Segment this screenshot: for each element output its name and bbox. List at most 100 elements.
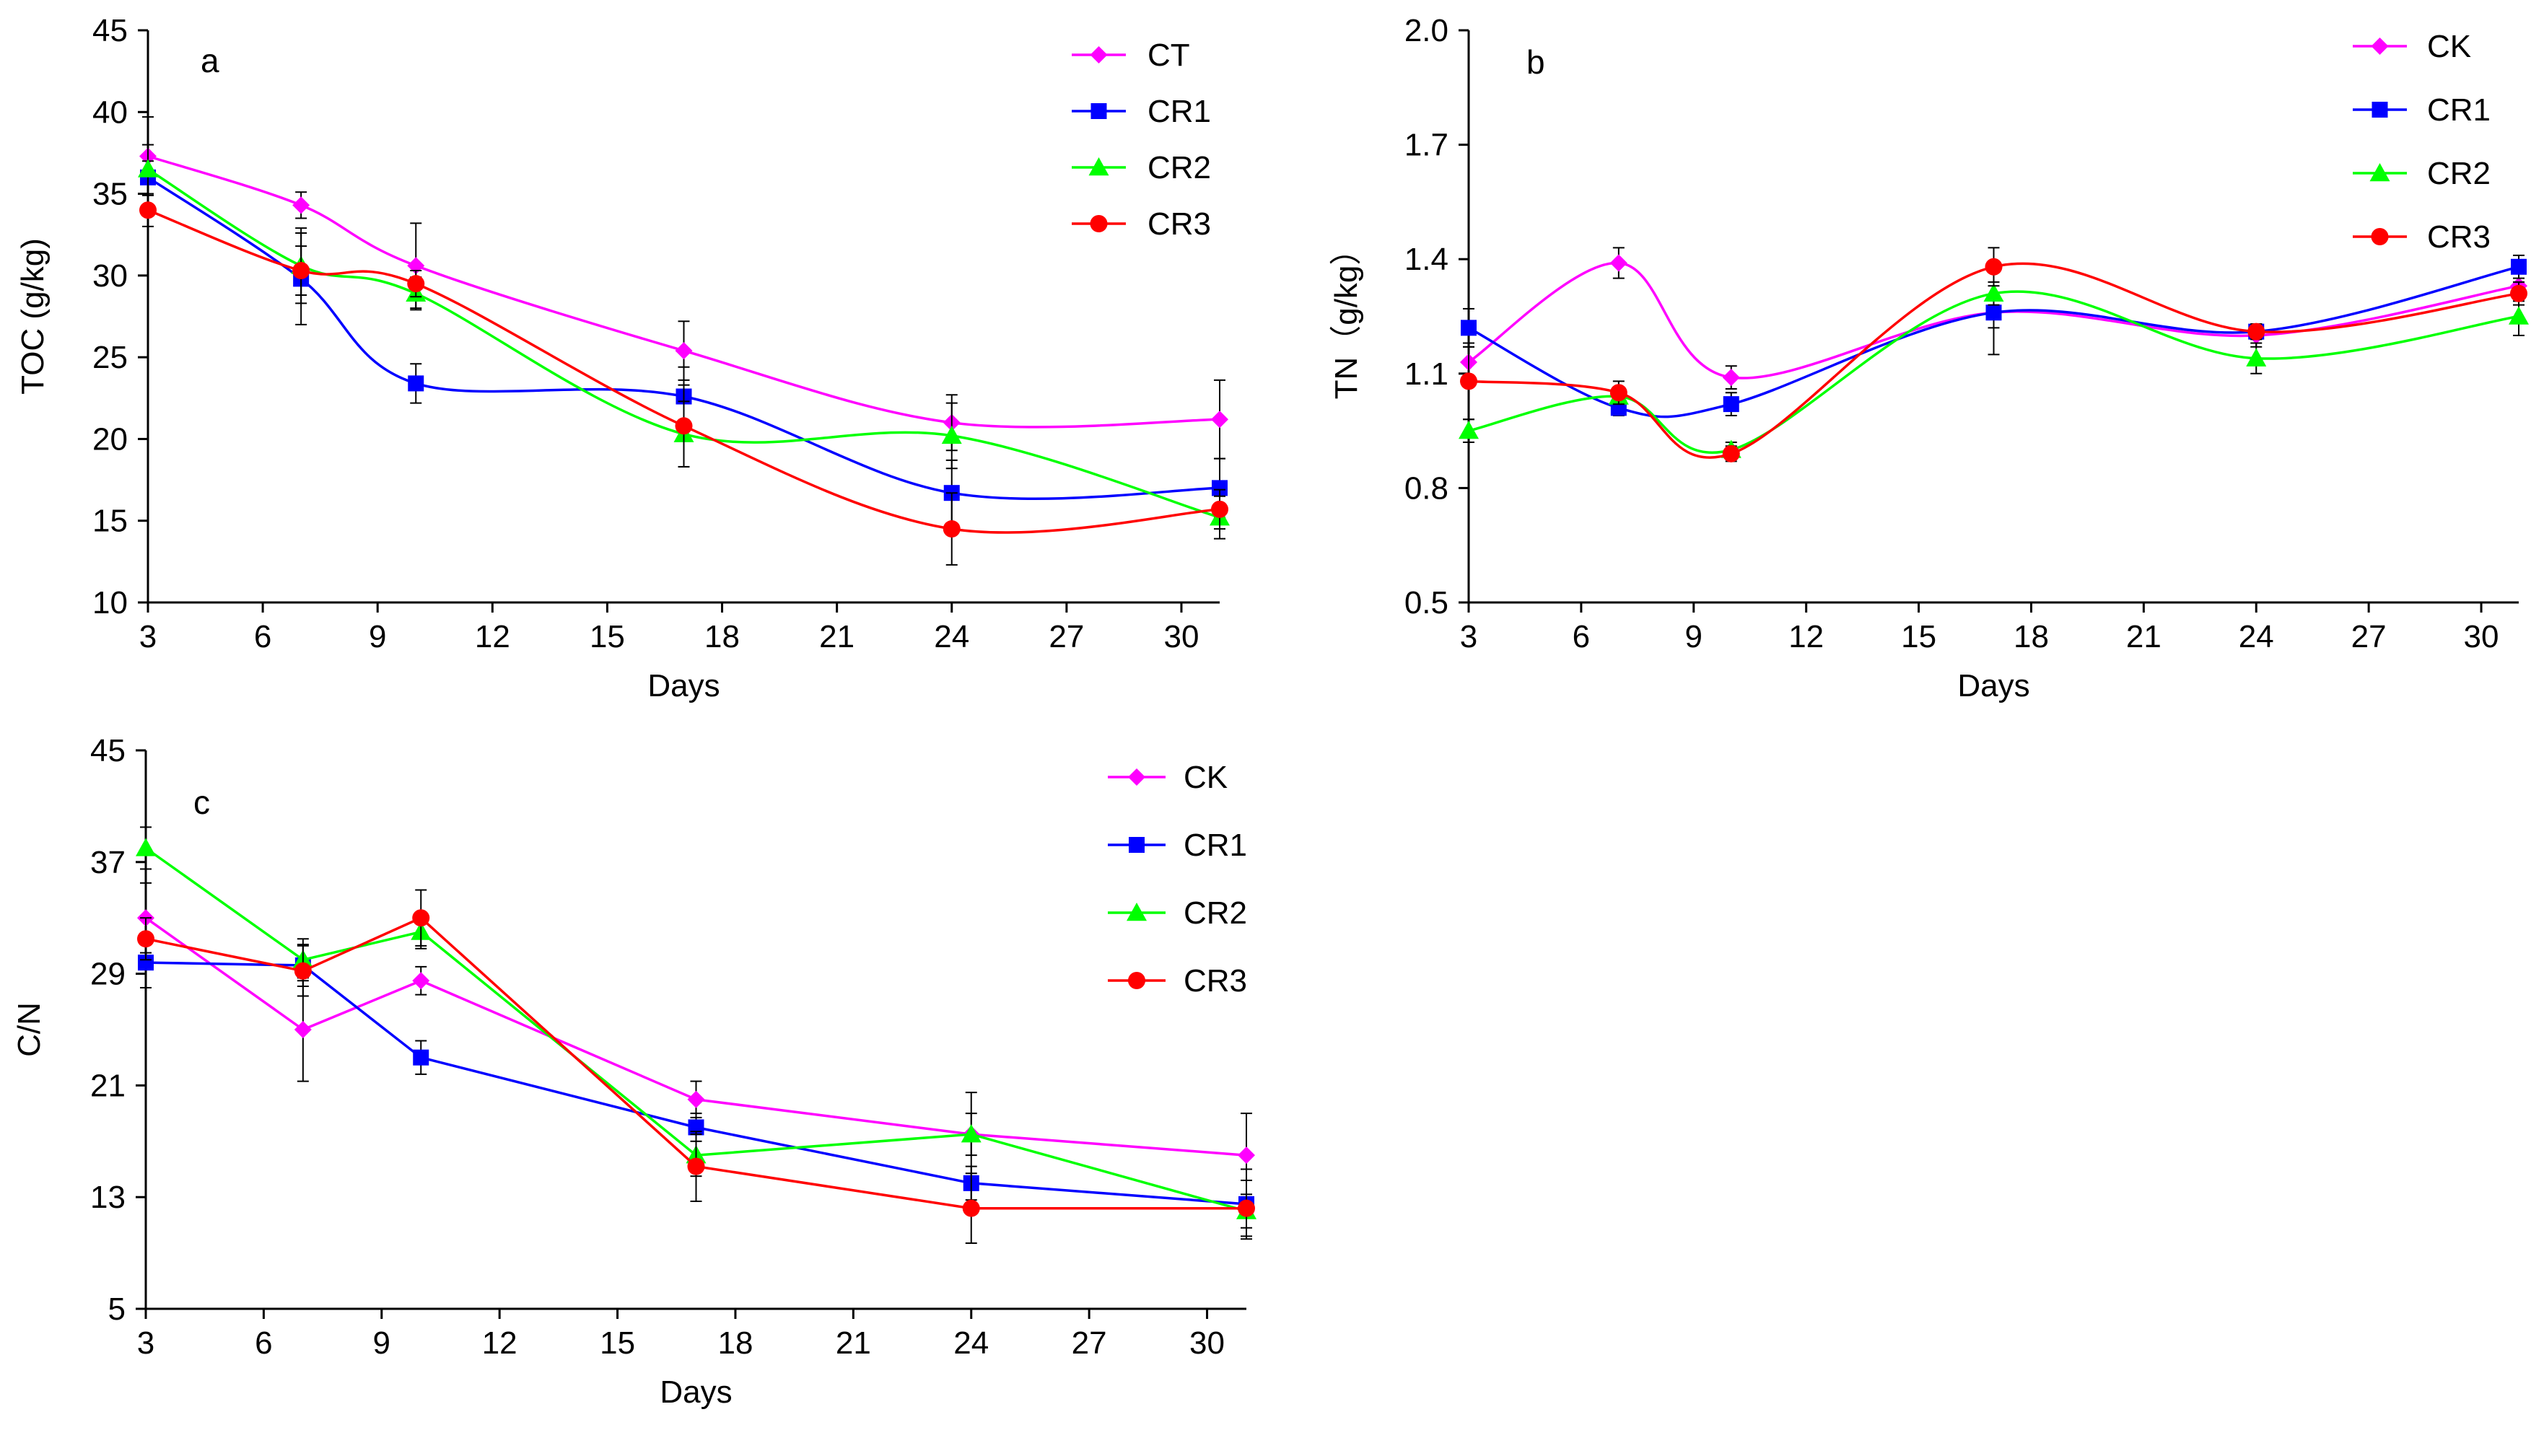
x-tick-label: 15 bbox=[590, 619, 625, 654]
x-tick-label: 21 bbox=[819, 619, 854, 654]
x-tick-label: 27 bbox=[1072, 1325, 1107, 1361]
x-tick-label: 24 bbox=[2239, 619, 2274, 654]
legend-label: CR1 bbox=[1184, 828, 1247, 863]
series-line bbox=[144, 916, 1247, 1157]
y-axis-label: C/N bbox=[12, 1002, 47, 1057]
x-tick-label: 27 bbox=[2351, 619, 2387, 654]
x-tick-label: 21 bbox=[2126, 619, 2161, 654]
data-point bbox=[1238, 1199, 1255, 1217]
legend-entry: CR1 bbox=[1072, 94, 1211, 129]
data-point bbox=[1609, 254, 1627, 272]
data-point bbox=[1211, 500, 1228, 518]
legend-label: CK bbox=[1184, 760, 1228, 795]
data-point bbox=[1722, 444, 1740, 462]
legend-label: CR3 bbox=[1148, 206, 1211, 242]
x-axis-label: Days bbox=[647, 668, 720, 703]
series-line bbox=[145, 916, 1246, 1210]
data-point bbox=[675, 342, 693, 360]
x-tick-label: 30 bbox=[1163, 619, 1199, 654]
legend-entry: CR1 bbox=[1108, 828, 1247, 863]
y-tick-label: 0.5 bbox=[1404, 585, 1448, 620]
panel-label: c bbox=[193, 784, 210, 821]
y-tick-label: 37 bbox=[90, 845, 126, 880]
y-tick-label: 21 bbox=[90, 1068, 126, 1103]
x-tick-label: 12 bbox=[482, 1325, 517, 1361]
x-tick-label: 18 bbox=[717, 1325, 753, 1361]
legend-label: CR3 bbox=[2427, 219, 2491, 255]
data-point bbox=[1211, 411, 1228, 429]
x-tick-label: 27 bbox=[1049, 619, 1084, 654]
data-point bbox=[687, 1090, 705, 1108]
legend-marker bbox=[1128, 972, 1145, 989]
y-tick-label: 20 bbox=[92, 421, 128, 457]
legend-label: CR1 bbox=[2427, 92, 2491, 128]
legend-marker bbox=[2369, 163, 2390, 182]
x-tick-label: 12 bbox=[475, 619, 510, 654]
chart-panel-c: 5 13 21 29 37 45 3 6 9 12 15 18 21 24 27 30 Days C/N c CK CR… bbox=[12, 733, 1256, 1410]
legend-marker bbox=[1090, 215, 1108, 232]
data-point bbox=[1609, 384, 1627, 402]
legend-entry: CR3 bbox=[1072, 206, 1211, 242]
legend-marker bbox=[2372, 102, 2388, 118]
legend-label: CT bbox=[1148, 38, 1190, 73]
data-point bbox=[687, 1157, 705, 1175]
y-tick-label: 1.1 bbox=[1404, 356, 1448, 392]
x-tick-label: 6 bbox=[255, 1325, 272, 1361]
y-tick-label: 40 bbox=[92, 95, 128, 130]
legend-marker bbox=[2371, 228, 2389, 245]
series-cr3 bbox=[137, 889, 1255, 1245]
data-point bbox=[292, 196, 310, 214]
y-tick-label: 1.4 bbox=[1404, 242, 1448, 277]
data-point bbox=[412, 972, 430, 990]
data-point bbox=[1985, 304, 2002, 321]
chart-panel-b: 0.5 0.8 1.1 1.4 1.7 2.0 3 6 9 12 15 18 21 24 27 30 Days T… bbox=[1329, 13, 2529, 703]
series-cr3 bbox=[1460, 247, 2527, 462]
legend-marker bbox=[2371, 38, 2389, 55]
data-point bbox=[407, 275, 425, 293]
y-tick-label: 30 bbox=[92, 258, 128, 294]
data-point bbox=[2510, 284, 2527, 302]
data-point bbox=[941, 425, 962, 444]
x-tick-label: 24 bbox=[934, 619, 969, 654]
x-tick-label: 30 bbox=[2464, 619, 2499, 654]
x-axis-label: Days bbox=[1957, 668, 2029, 703]
x-tick-label: 15 bbox=[600, 1325, 635, 1361]
data-point bbox=[2247, 323, 2265, 341]
data-point bbox=[136, 838, 156, 856]
x-tick-label: 3 bbox=[137, 1325, 154, 1361]
y-tick-label: 45 bbox=[90, 733, 126, 768]
y-tick-label: 29 bbox=[90, 957, 126, 992]
data-point bbox=[294, 962, 312, 980]
data-point bbox=[943, 520, 961, 538]
x-tick-label: 18 bbox=[2014, 619, 2049, 654]
y-tick-label: 0.8 bbox=[1404, 470, 1448, 506]
legend-label: CR1 bbox=[1148, 94, 1211, 129]
data-point bbox=[2509, 306, 2529, 325]
x-tick-label: 30 bbox=[1189, 1325, 1225, 1361]
x-tick-label: 15 bbox=[1901, 619, 1936, 654]
data-point bbox=[137, 930, 154, 948]
y-tick-label: 15 bbox=[92, 504, 128, 539]
y-axis-label: TOC (g/kg) bbox=[15, 238, 51, 395]
legend-entry: CR2 bbox=[1072, 150, 1211, 185]
data-point bbox=[408, 375, 424, 392]
data-point bbox=[139, 201, 157, 219]
panel-label: a bbox=[201, 42, 219, 79]
data-point bbox=[1461, 320, 1477, 336]
chart-panel-a: 10 15 20 25 30 35 40 45 3 6 9 12 15 18 21 24 27 30 Days TOC… bbox=[15, 13, 1230, 703]
data-point bbox=[1723, 396, 1739, 413]
y-tick-label: 1.7 bbox=[1404, 128, 1448, 163]
data-point bbox=[413, 1049, 429, 1066]
legend-entry: CR2 bbox=[1108, 895, 1247, 931]
legend-entry: CR2 bbox=[2353, 156, 2491, 191]
data-point bbox=[294, 1021, 312, 1038]
data-point bbox=[292, 262, 310, 280]
x-tick-label: 24 bbox=[953, 1325, 989, 1361]
y-tick-label: 35 bbox=[92, 177, 128, 212]
data-point bbox=[1983, 283, 2004, 302]
x-tick-label: 6 bbox=[254, 619, 271, 654]
x-tick-label: 6 bbox=[1573, 619, 1590, 654]
x-tick-label: 18 bbox=[704, 619, 740, 654]
data-point bbox=[1722, 369, 1740, 387]
